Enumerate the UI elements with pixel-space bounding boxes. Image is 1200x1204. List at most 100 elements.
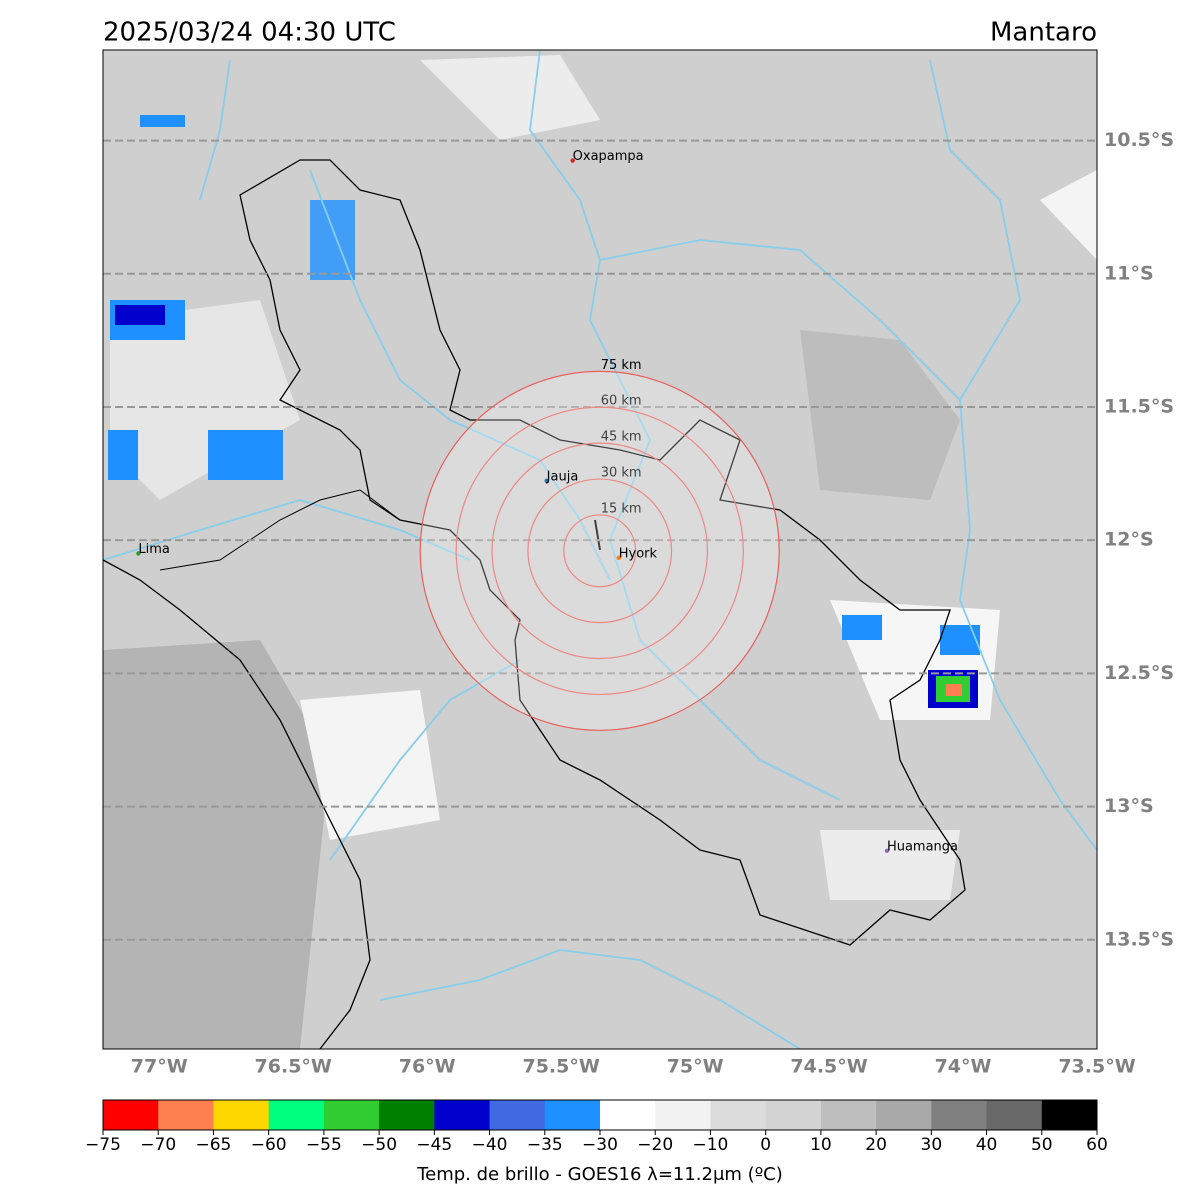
lat-label: 13°S: [1104, 795, 1154, 817]
lat-label: 11°S: [1104, 262, 1154, 284]
lat-label: 13.5°S: [1104, 928, 1174, 950]
colorbar-tick-label: −50: [361, 1135, 397, 1155]
city-label: Huamanga: [887, 839, 958, 854]
city-label: Lima: [138, 542, 169, 557]
colorbar-tick-label: −30: [582, 1135, 618, 1155]
colorbar-box: [323, 1100, 380, 1130]
basin-outline: [239, 159, 966, 946]
river: [309, 169, 611, 581]
lat-label: 12°S: [1104, 529, 1154, 551]
coastline: [103, 559, 371, 1049]
colorbar-tick-label: −65: [195, 1135, 231, 1155]
lon-label: 77°W: [131, 1056, 188, 1078]
colorbar-box: [103, 1100, 159, 1130]
colorbar-box: [434, 1100, 491, 1130]
cloud: [842, 615, 882, 640]
river: [529, 50, 841, 801]
terrain-patch: [800, 330, 960, 500]
colorbar-box: [876, 1100, 932, 1130]
cloud: [115, 305, 165, 325]
colorbar-box: [600, 1100, 656, 1130]
colorbar-tick-label: 0: [760, 1135, 771, 1155]
colorbar-tick-label: −40: [472, 1135, 508, 1155]
lon-label: 74°W: [935, 1056, 992, 1078]
colorbar-box: [544, 1100, 601, 1130]
cloud: [140, 115, 185, 127]
river: [929, 59, 1097, 851]
colorbar-box: [158, 1100, 214, 1130]
city-marker: [544, 478, 549, 483]
city-marker: [136, 551, 141, 556]
colorbar-tick-label: 20: [865, 1135, 887, 1155]
lat-label: 10.5°S: [1104, 129, 1174, 151]
terrain-patch: [110, 300, 300, 500]
colorbar-tick-label: −55: [306, 1135, 342, 1155]
map-area: 15 km 30 km 45 km 60 km 75 km Oxapampa Jauja Hy…: [103, 50, 1097, 1049]
terrain-patch: [420, 55, 600, 140]
river: [379, 949, 801, 1049]
colorbar-box: [1041, 1100, 1098, 1130]
ring-label: 75 km: [601, 358, 642, 373]
overlay: 15 km 30 km 45 km 60 km 75 km Oxapampa Jauja Hy…: [103, 139, 1097, 941]
lat-label: 11.5°S: [1104, 395, 1174, 417]
ring-label: 60 km: [601, 394, 642, 409]
radar-line: [594, 519, 601, 551]
colorbar-tick-label: −10: [692, 1135, 728, 1155]
lat-label: 12.5°S: [1104, 662, 1174, 684]
lon-label: 74.5°W: [790, 1056, 867, 1078]
colorbar-box: [213, 1100, 270, 1130]
ring-label: 15 km: [601, 501, 642, 516]
city-label: Hyork: [619, 546, 658, 561]
lon-label: 76°W: [399, 1056, 456, 1078]
terrain-patch: [300, 690, 440, 840]
colorbar-box: [379, 1100, 435, 1130]
cloud: [946, 684, 962, 696]
range-ring: [455, 406, 744, 696]
river: [329, 659, 521, 861]
river: [199, 59, 231, 201]
colorbar-box: [710, 1100, 767, 1130]
lon-label: 75°W: [667, 1056, 724, 1078]
range-ring: [491, 442, 709, 660]
boundary: [159, 489, 401, 571]
range-ring: [563, 514, 637, 588]
colorbar-tick-label: −60: [251, 1135, 287, 1155]
range-ring: [527, 478, 673, 624]
colorbar-tick-label: −35: [527, 1135, 563, 1155]
city-label: Oxapampa: [573, 149, 644, 164]
region: Mantaro: [990, 18, 1097, 48]
colorbar-tick-label: −45: [416, 1135, 452, 1155]
colorbar-tick-label: 10: [810, 1135, 832, 1155]
colorbar-box: [489, 1100, 546, 1130]
lon-label: 76.5°W: [255, 1056, 332, 1078]
city-marker: [884, 848, 890, 853]
frame: [102, 49, 1098, 1050]
colorbar-box: [820, 1100, 877, 1130]
colorbar-tick-label: 60: [1086, 1135, 1108, 1155]
terrain-patch: [103, 640, 330, 1049]
colorbar-tick-label: 40: [976, 1135, 998, 1155]
lon-label: 75.5°W: [522, 1056, 599, 1078]
terrain-patch: [1040, 170, 1097, 260]
colorbar-box: [765, 1100, 822, 1130]
colorbar-box: [931, 1100, 988, 1130]
colorbar-tick-label: −75: [85, 1135, 121, 1155]
cloud: [208, 430, 283, 480]
colorbar-tick-label: 30: [921, 1135, 943, 1155]
title: 2025/03/24 04:30 UTC: [103, 18, 396, 48]
city-marker: [570, 158, 575, 163]
city-label: Jauja: [546, 469, 579, 484]
colorbar: −75 −70 −65 −60 −55 −50 −45 −40 −35 −30 −20 −10 0 10 2…: [85, 1099, 1108, 1185]
terrain-patch: [820, 830, 960, 900]
range-ring: [419, 370, 780, 731]
colorbar-box: [655, 1100, 711, 1130]
colorbar-box: [986, 1100, 1043, 1130]
colorbar-tick-label: −20: [637, 1135, 673, 1155]
ring-label: 30 km: [601, 466, 642, 481]
city-marker: [616, 555, 621, 560]
cloud: [108, 430, 138, 480]
colorbar-tick-label: −70: [140, 1135, 176, 1155]
colorbar-box: [268, 1100, 325, 1130]
cloud: [940, 625, 980, 655]
